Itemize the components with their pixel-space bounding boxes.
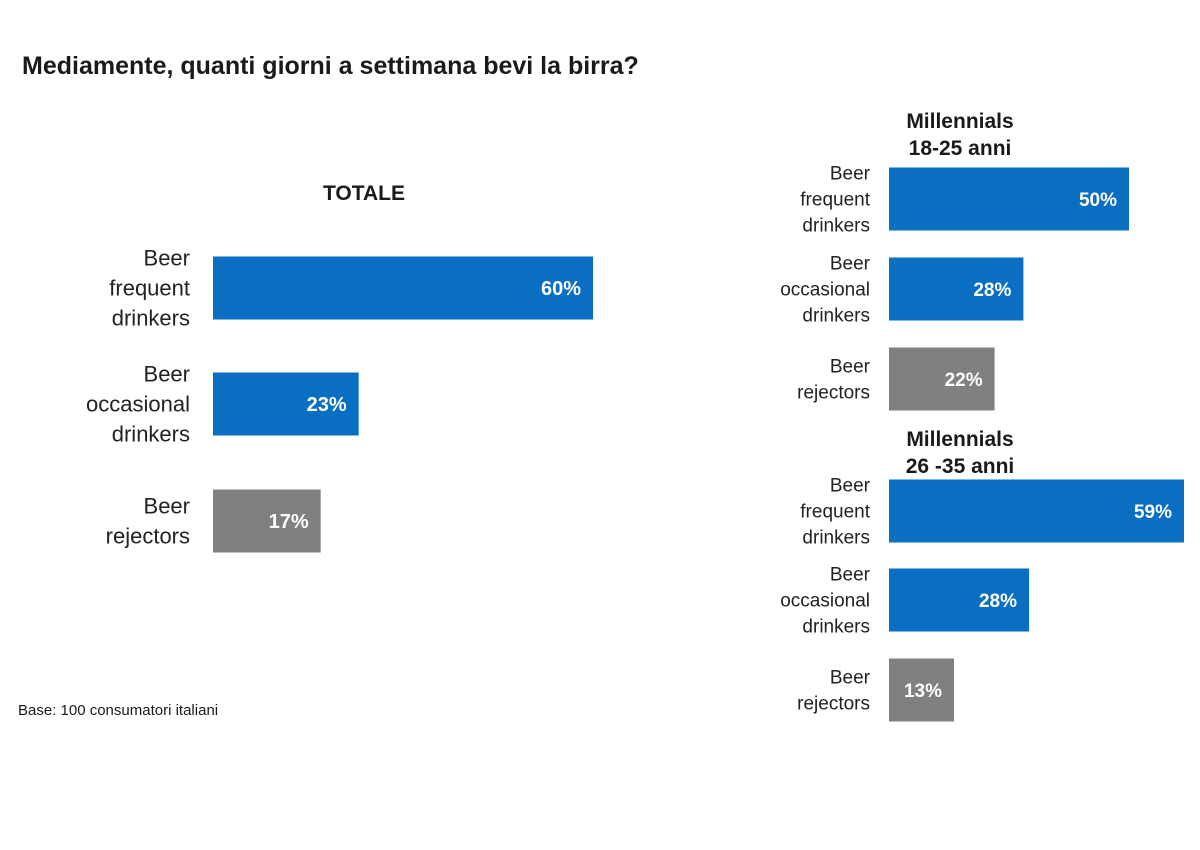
bar [889, 568, 1029, 632]
category-label: Beer frequent drinkers [109, 246, 190, 331]
category-label-line: Beer [830, 476, 871, 497]
category-label-line: drinkers [802, 528, 870, 549]
chart-panel-millennials-26-35: 59% Beer frequent drinkers 28% Beer occasional… [780, 476, 1184, 722]
data-label: 28% [973, 280, 1011, 301]
bar [889, 479, 1184, 543]
footnote: Base: 100 consumatori italiani [18, 702, 219, 719]
panel-title-line: Millennials [906, 110, 1014, 133]
category-label-line: occasional [86, 392, 190, 417]
category-label-line: frequent [109, 276, 190, 301]
category-label: Beer rejectors [797, 357, 871, 404]
panel-title-millennials-18-25: Millennials 18-25 anni [860, 108, 1060, 162]
category-label-line: Beer [830, 565, 871, 586]
bar [889, 658, 954, 722]
bar [889, 347, 995, 411]
category-label: Beer occasional drinkers [780, 565, 870, 638]
chart-panel-totale: 60% Beer frequent drinkers 23% Beer occasional… [86, 246, 593, 553]
category-label-line: Beer [144, 494, 190, 519]
bar [889, 167, 1129, 231]
category-label: Beer occasional drinkers [780, 254, 870, 327]
panel-title-line: Millennials [906, 428, 1014, 451]
category-label: Beer frequent drinkers [800, 476, 870, 549]
category-label-line: rejectors [797, 694, 870, 715]
category-label-line: frequent [800, 502, 870, 523]
data-label: 50% [1079, 190, 1117, 211]
bar [213, 489, 321, 553]
category-label-line: rejectors [797, 383, 870, 404]
panel-title-millennials-26-35: Millennials 26 -35 anni [860, 426, 1060, 480]
data-label: 17% [269, 511, 309, 533]
category-label-line: occasional [780, 280, 870, 301]
bar [889, 257, 1024, 321]
data-label: 13% [904, 681, 942, 702]
data-label: 28% [979, 591, 1017, 612]
data-label: 60% [541, 278, 581, 300]
category-label-line: Beer [830, 668, 871, 689]
panel-title-line: TOTALE [322, 182, 406, 205]
panel-title-line: 18-25 anni [908, 137, 1012, 160]
category-label-line: frequent [800, 190, 870, 211]
chart-title: Mediamente, quanti giorni a settimana be… [22, 52, 639, 80]
panel-title-line: 26 -35 anni [905, 455, 1015, 478]
category-label: Beer occasional drinkers [86, 362, 190, 447]
category-label: Beer rejectors [106, 494, 190, 549]
category-label-line: drinkers [802, 216, 870, 237]
panel-title-totale: TOTALE [264, 180, 464, 207]
category-label-line: Beer [830, 164, 871, 185]
data-label: 23% [307, 394, 347, 416]
category-label-line: drinkers [112, 306, 190, 331]
chart-panel-millennials-18-25: 50% Beer frequent drinkers 28% Beer occasional… [780, 164, 1129, 411]
category-label-line: drinkers [802, 306, 870, 327]
category-label-line: rejectors [106, 524, 190, 549]
category-label-line: Beer [144, 246, 190, 271]
data-label: 59% [1134, 502, 1172, 523]
category-label-line: Beer [830, 254, 871, 275]
bar [213, 256, 593, 320]
category-label-line: Beer [144, 362, 190, 387]
category-label-line: Beer [830, 357, 871, 378]
category-label: Beer rejectors [797, 668, 871, 715]
category-label-line: occasional [780, 591, 870, 612]
category-label-line: drinkers [112, 422, 190, 447]
category-label: Beer frequent drinkers [800, 164, 870, 237]
category-label-line: drinkers [802, 617, 870, 638]
data-label: 22% [945, 370, 983, 391]
bar [213, 372, 359, 436]
